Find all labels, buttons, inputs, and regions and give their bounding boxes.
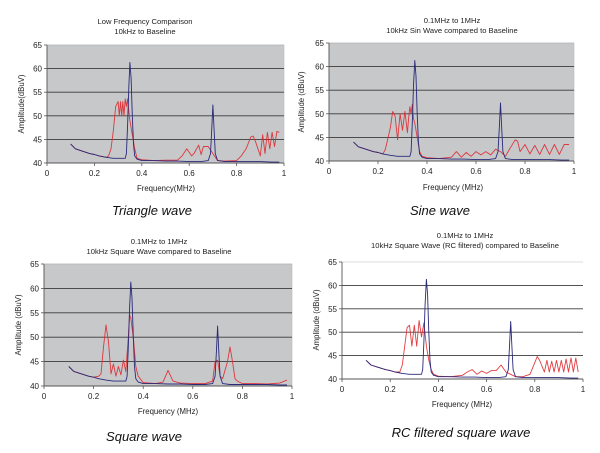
series-line-signal	[68, 314, 288, 385]
plot-area: 40 45 50 55 60 65 0 0.2 0.4 0.6 0.8 1	[328, 258, 586, 394]
plot-area: 40 45 50 55 60 65 0 0.2 0.4 0.6 0.8 1	[30, 260, 295, 401]
series-line-baseline	[353, 60, 570, 161]
chart-caption: Square wave	[106, 429, 182, 444]
y-tick-label: 50	[315, 110, 324, 119]
x-tick-label: 0.4	[138, 392, 150, 401]
x-tick-label: 0.8	[231, 169, 243, 178]
chart-title-line-1: 0.1MHz to 1MHz	[131, 237, 188, 246]
chart-triangle-wave: Low Frequency Comparison 10kHz to Baseli…	[17, 17, 287, 218]
chart-title-line-2: 10kHz to Baseline	[114, 27, 175, 36]
y-tick-label: 60	[33, 65, 42, 74]
y-tick-label: 65	[33, 41, 42, 50]
x-tick-label: 0.2	[89, 169, 101, 178]
y-tick-label: 40	[328, 375, 337, 384]
x-tick-label: 1	[581, 385, 586, 394]
y-axis-label: Amplitude (dBuV)	[14, 294, 23, 356]
y-tick-label: 40	[33, 159, 42, 168]
series-line-signal	[365, 320, 579, 378]
y-axis-label: Amplitude(dBuV)	[17, 74, 26, 133]
x-tick-label: 1	[282, 169, 287, 178]
chart-sine-wave: 0.1MHz to 1MHz 10kHz Sin Wave compared t…	[297, 16, 577, 218]
y-tick-label: 50	[30, 333, 39, 342]
y-tick-label: 45	[33, 135, 42, 144]
chart-title-line-2: 10kHz Square Wave compared to Baseline	[87, 247, 232, 256]
x-tick-label: 0.4	[421, 167, 433, 176]
series-line-baseline	[68, 281, 287, 386]
y-tick-label: 65	[328, 258, 337, 267]
x-tick-label: 0.6	[184, 169, 196, 178]
x-tick-label: 0.4	[433, 385, 445, 394]
chart-square-wave: 0.1MHz to 1MHz 10kHz Square Wave compare…	[14, 237, 295, 444]
y-tick-label: 55	[328, 305, 337, 314]
y-tick-label: 40	[315, 157, 324, 166]
x-tick-label: 0.4	[136, 169, 148, 178]
x-tick-label: 0.8	[529, 385, 541, 394]
y-tick-label: 65	[315, 39, 324, 48]
plot-background	[43, 263, 293, 387]
y-tick-label: 50	[328, 328, 337, 337]
x-tick-label: 0.6	[470, 167, 482, 176]
x-tick-label: 0	[45, 169, 50, 178]
y-tick-label: 60	[30, 284, 39, 293]
y-axis-label: Amplitude (dBuV)	[312, 289, 321, 351]
x-tick-label: 0.8	[237, 392, 249, 401]
y-tick-label: 40	[30, 382, 39, 391]
x-axis-label: Frequency(MHz)	[137, 184, 195, 193]
chart-rc-filtered-square-wave: 0.1MHz to 1MHz 10kHz Square Wave (RC fil…	[312, 231, 586, 440]
y-tick-label: 45	[315, 133, 324, 142]
x-tick-label: 0.8	[519, 167, 531, 176]
chart-title-line-2: 10kHz Sin Wave compared to Baseline	[386, 26, 517, 35]
plot-background	[328, 42, 575, 162]
series-line-signal	[70, 98, 280, 162]
x-tick-label: 0	[327, 167, 332, 176]
x-tick-label: 0.2	[88, 392, 100, 401]
chart-caption: Triangle wave	[112, 203, 192, 218]
y-tick-label: 60	[315, 63, 324, 72]
x-tick-label: 0	[340, 385, 345, 394]
y-tick-label: 45	[30, 358, 39, 367]
chart-title-line-1: 0.1MHz to 1MHz	[437, 231, 494, 240]
x-tick-label: 0.2	[372, 167, 384, 176]
y-tick-label: 50	[33, 112, 42, 121]
x-tick-label: 0.2	[385, 385, 397, 394]
plot-background	[46, 44, 285, 164]
chart-caption: Sine wave	[410, 203, 470, 218]
y-tick-label: 55	[30, 309, 39, 318]
series-line-baseline	[70, 62, 280, 163]
chart-title-line-1: Low Frequency Comparison	[98, 17, 193, 26]
x-tick-label: 0.6	[187, 392, 199, 401]
plot-area: 40 45 50 55 60 65 0 0.2 0.4 0.6 0.8 1	[33, 41, 287, 178]
chart-title-line-2: 10kHz Square Wave (RC filtered) compared…	[371, 241, 559, 250]
x-axis-label: Frequency (MHz)	[432, 400, 493, 409]
x-tick-label: 1	[572, 167, 577, 176]
x-axis-label: Frequency (MHz)	[138, 407, 199, 416]
plot-area: 40 45 50 55 60 65 0 0.2 0.4 0.6 0.8 1	[315, 39, 577, 176]
chart-caption: RC filtered square wave	[392, 425, 531, 440]
y-axis-label: Amplitude (dBuV)	[297, 71, 306, 133]
series-line-signal	[353, 103, 570, 160]
y-tick-label: 65	[30, 260, 39, 269]
series-line-baseline	[365, 278, 579, 379]
plot-background	[342, 262, 583, 379]
y-tick-label: 55	[33, 88, 42, 97]
x-tick-label: 1	[290, 392, 295, 401]
x-tick-label: 0.6	[481, 385, 493, 394]
y-tick-label: 45	[328, 352, 337, 361]
chart-title-line-1: 0.1MHz to 1MHz	[424, 16, 481, 25]
y-tick-label: 60	[328, 281, 337, 290]
y-tick-label: 55	[315, 86, 324, 95]
x-tick-label: 0	[42, 392, 47, 401]
x-axis-label: Frequency (MHz)	[423, 183, 484, 192]
